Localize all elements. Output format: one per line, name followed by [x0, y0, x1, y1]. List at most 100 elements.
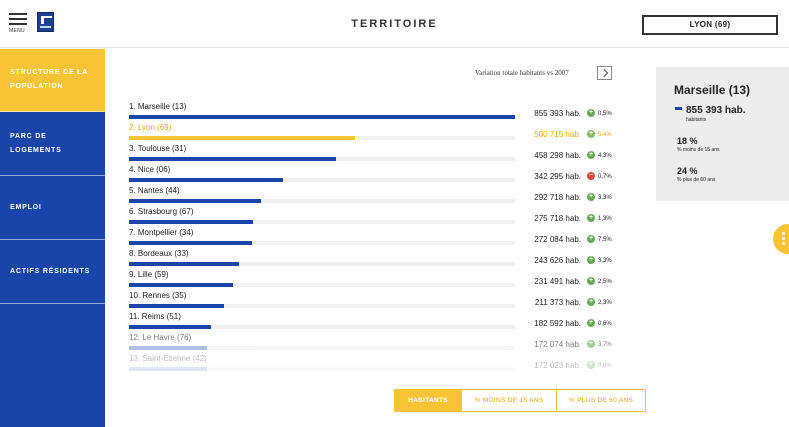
population-bar	[129, 262, 239, 266]
sidebar-item-emploi[interactable]: EMPLOI	[0, 176, 105, 240]
population-bar	[129, 115, 515, 119]
city-name: 7. Montpellier (34)	[129, 228, 194, 237]
variation-percent: 3,3%	[598, 258, 612, 264]
city-row[interactable]: 7. Montpellier (34) 272 084 hab. +7,5%	[129, 226, 629, 247]
variation-percent: 4,3%	[598, 153, 612, 159]
variation-percent: 7,5%	[598, 237, 612, 243]
population-value: 272 084 hab.	[534, 235, 581, 244]
dots-icon	[782, 232, 785, 235]
population-value: 500 715 hab.	[534, 130, 581, 139]
city-row[interactable]: 12. Le Havre (76) 172 074 hab. +3,7%	[129, 331, 629, 352]
city-name: 5. Nantes (44)	[129, 186, 180, 195]
variation-percent: 3,3%	[598, 195, 612, 201]
trend-up-icon: +	[587, 256, 595, 264]
card-under15-value: 18 %	[677, 136, 698, 146]
hamburger-icon	[9, 13, 27, 15]
population-bar	[129, 325, 212, 329]
population-bar	[129, 199, 261, 203]
city-select-button[interactable]: LYON (69)	[642, 15, 778, 35]
trend-up-icon: +	[587, 298, 595, 306]
trend-up-icon: +	[587, 361, 595, 369]
city-name: 2. Lyon (69)	[129, 123, 172, 132]
city-row[interactable]: 8. Bordeaux (33) 243 626 hab. +3,3%	[129, 247, 629, 268]
population-value: 458 298 hab.	[534, 151, 581, 160]
population-bar	[129, 367, 207, 371]
trend-up-icon: +	[587, 151, 595, 159]
legend-line-icon	[675, 107, 682, 110]
variation-percent: 0,7%	[598, 174, 612, 180]
city-row[interactable]: 10. Rennes (35) 211 373 hab. +2,3%	[129, 289, 629, 310]
city-name: 8. Bordeaux (33)	[129, 249, 189, 258]
tab-plus-60-ans[interactable]: % PLUS DE 60 ANS	[556, 389, 646, 412]
trend-up-icon: +	[587, 340, 595, 348]
tab-habitants[interactable]: HABITANTS	[394, 389, 462, 412]
sidebar-item-label: STRUCTURE DE LA POPULATION	[10, 69, 88, 90]
variation-percent: 2,5%	[598, 279, 612, 285]
card-over60-label: % plus de 60 ans	[677, 177, 716, 183]
sidebar-item-structure-population[interactable]: STRUCTURE DE LA POPULATION	[0, 49, 105, 112]
population-bar	[129, 304, 225, 308]
city-row[interactable]: 5. Nantes (44) 292 718 hab. +3,3%	[129, 184, 629, 205]
bar-track	[129, 178, 515, 182]
variation-percent: 0,5%	[598, 111, 612, 117]
trend-up-icon: +	[587, 130, 595, 138]
population-bar	[129, 157, 336, 161]
trend-down-icon: −	[587, 172, 595, 180]
sidebar-item-actifs-residents[interactable]: ACTIFS RÉSIDENTS	[0, 240, 105, 304]
hamburger-icon-line	[9, 23, 27, 25]
hamburger-icon-line	[9, 18, 27, 20]
sidebar-item-label: ACTIFS RÉSIDENTS	[10, 267, 91, 275]
bar-track	[129, 304, 515, 308]
city-row[interactable]: 6. Strasbourg (67) 275 718 hab. +1,3%	[129, 205, 629, 226]
city-name: 6. Strasbourg (67)	[129, 207, 194, 216]
trend-up-icon: +	[587, 193, 595, 201]
dots-icon	[782, 242, 785, 245]
population-bar	[129, 220, 254, 224]
bar-track	[129, 220, 515, 224]
city-row[interactable]: 11. Reims (51) 182 592 hab. +0,6%	[129, 310, 629, 331]
city-row[interactable]: 3. Toulouse (31) 458 298 hab. +4,3%	[129, 142, 629, 163]
city-row[interactable]: 13. Saint-Étienne (42) 172 023 hab. +0,0%	[129, 352, 629, 373]
variation-label: Variation totale habitants vs 2007	[475, 69, 569, 77]
population-value: 243 626 hab.	[534, 256, 581, 265]
bar-track	[129, 346, 515, 350]
population-bar	[129, 241, 252, 245]
city-row[interactable]: 9. Lille (59) 231 491 hab. +2,5%	[129, 268, 629, 289]
menu-button[interactable]: MENU	[9, 13, 29, 34]
sidebar-item-label: EMPLOI	[10, 203, 42, 211]
city-row[interactable]: 1. Marseille (13) 855 393 hab. +0,5%	[129, 100, 629, 121]
bar-track	[129, 115, 515, 119]
bar-track	[129, 136, 515, 140]
more-options-button[interactable]	[773, 224, 789, 254]
population-bar	[129, 283, 234, 287]
trend-up-icon: +	[587, 109, 595, 117]
city-row[interactable]: 2. Lyon (69) 500 715 hab. +5,4%	[129, 121, 629, 142]
bar-track	[129, 283, 515, 287]
variation-percent: 2,3%	[598, 300, 612, 306]
variation-toggle-button[interactable]	[597, 66, 612, 80]
population-value: 855 393 hab.	[534, 109, 581, 118]
population-value: 342 295 hab.	[534, 172, 581, 181]
city-name: 9. Lille (59)	[129, 270, 169, 279]
tab-moins-15-ans[interactable]: % MOINS DE 15 ANS	[461, 389, 557, 412]
bar-track	[129, 199, 515, 203]
city-name: 4. Nice (06)	[129, 165, 171, 174]
city-name: 11. Reims (51)	[129, 312, 181, 321]
sidebar: STRUCTURE DE LA POPULATION PARC DE LOGEM…	[0, 49, 105, 427]
variation-percent: 3,7%	[598, 342, 612, 348]
card-city-name: Marseille (13)	[674, 83, 751, 97]
city-name: 1. Marseille (13)	[129, 102, 187, 111]
bar-track	[129, 262, 515, 266]
card-habitants-value: 855 393 hab.	[686, 105, 746, 116]
city-row[interactable]: 4. Nice (06) 342 295 hab. −0,7%	[129, 163, 629, 184]
card-under15-label: % moins de 15 ans	[677, 147, 720, 153]
menu-label: MENU	[9, 28, 25, 34]
sidebar-item-parc-logements[interactable]: PARC DE LOGEMENTS	[0, 112, 105, 176]
card-over60-value: 24 %	[677, 166, 698, 176]
population-value: 292 718 hab.	[534, 193, 581, 202]
bar-track	[129, 241, 515, 245]
population-value: 275 718 hab.	[534, 214, 581, 223]
population-bar	[129, 136, 355, 140]
republic-logo-icon	[37, 12, 54, 32]
population-value: 172 074 hab.	[534, 340, 581, 349]
